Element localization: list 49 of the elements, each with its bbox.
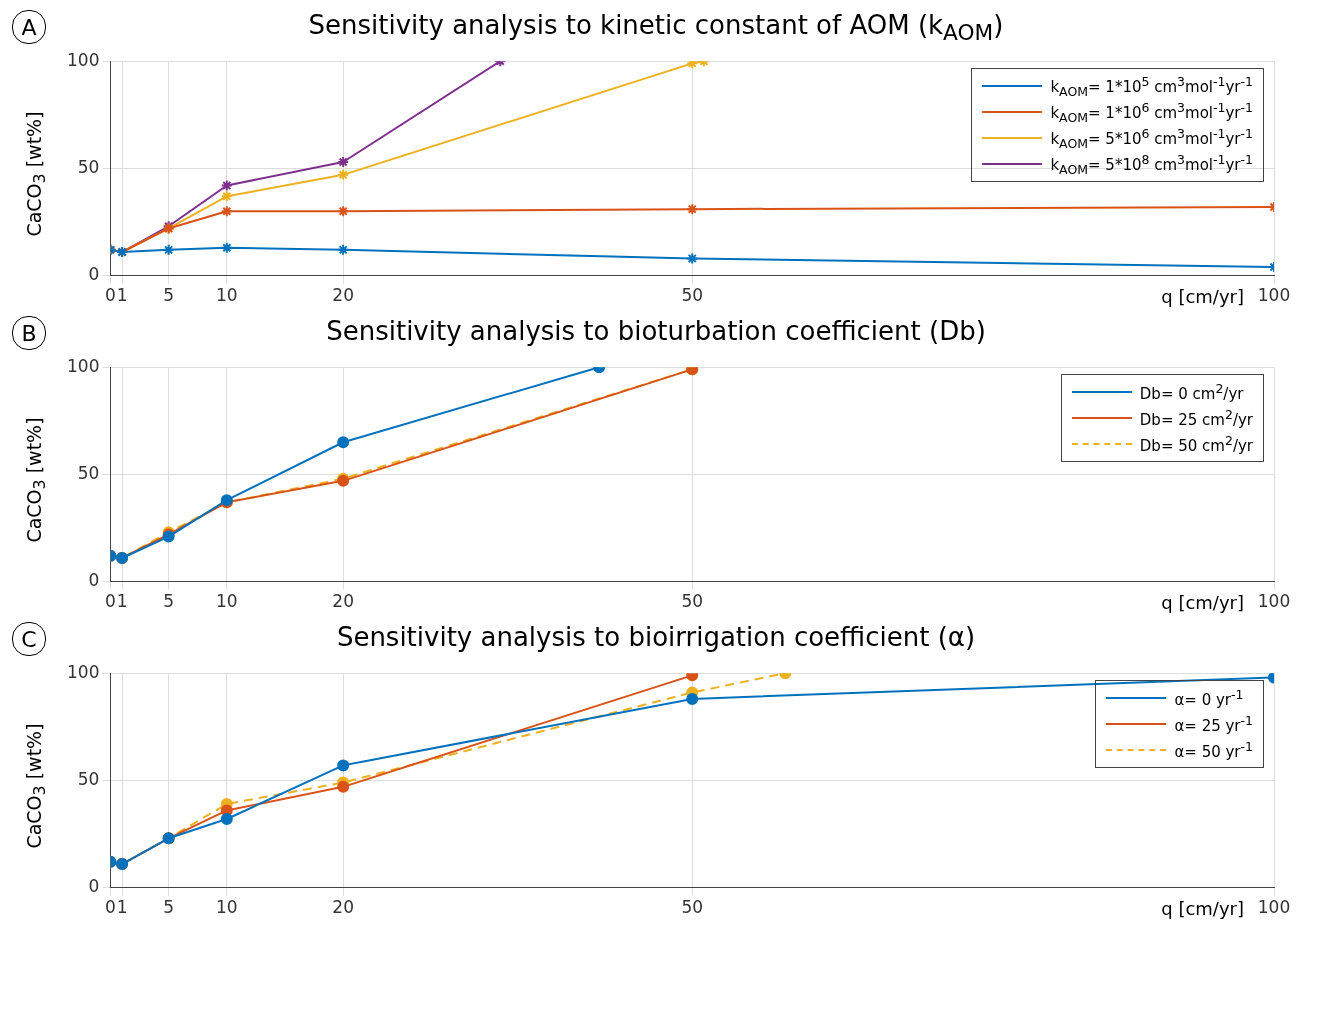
- x-axis-title: q [cm/yr]: [1161, 898, 1244, 919]
- x-tick-label: 50: [681, 897, 704, 918]
- y-tick-label: 0: [88, 264, 100, 285]
- x-tick-label: 0: [105, 591, 116, 612]
- y-tick-label: 50: [77, 462, 100, 483]
- x-axis-title: q [cm/yr]: [1161, 286, 1244, 307]
- legend-label: Db= 50 cm$^{2}$/yr: [1139, 433, 1253, 455]
- y-tick-label: 0: [88, 876, 100, 897]
- x-tick-label: 1: [116, 285, 128, 306]
- legend-label: α= 25 yr$^{-1}$: [1174, 713, 1253, 735]
- text: A: [12, 10, 46, 44]
- x-tick-label: 0: [105, 897, 116, 918]
- text: k$_{AOM}$= 1*10$^{6}$ cm$^{3}$mol$^{-1}$yr$^{-1}$: [1050, 99, 1253, 125]
- legend-label: α= 0 yr$^{-1}$: [1174, 687, 1244, 709]
- x-tick-label: 1: [116, 897, 128, 918]
- y-tick-label: 50: [77, 156, 100, 177]
- y-tick-label: 50: [77, 768, 100, 789]
- y-tick-label: 100: [66, 49, 100, 70]
- x-tick-label: 50: [681, 591, 704, 612]
- legend-label: α= 50 yr$^{-1}$: [1174, 739, 1253, 761]
- x-tick-label: 50: [681, 285, 704, 306]
- x-tick-label: 20: [332, 591, 354, 612]
- legend-label: Db= 25 cm$^{2}$/yr: [1139, 407, 1253, 429]
- y-tick-label: 0: [88, 570, 100, 591]
- text: C: [12, 622, 46, 656]
- x-tick-label: 5: [163, 285, 175, 306]
- x-tick-label: 1: [116, 591, 128, 612]
- x-tick-label: 0: [105, 285, 116, 306]
- y-tick-label: 100: [66, 661, 100, 682]
- x-axis-title: q [cm/yr]: [1161, 592, 1244, 613]
- x-tick-label: 10: [215, 897, 238, 918]
- x-tick-label: 20: [332, 897, 354, 918]
- x-tick-label: 100: [1257, 285, 1291, 306]
- x-tick-label: 10: [215, 591, 238, 612]
- text: B: [12, 316, 46, 350]
- text: k$_{AOM}$= 1*10$^{5}$ cm$^{3}$mol$^{-1}$yr$^{-1}$: [1050, 73, 1253, 99]
- x-tick-label: 100: [1257, 591, 1291, 612]
- chart-title: Sensitivity analysis to bioturbation coefficient (Db): [326, 316, 986, 346]
- x-tick-label: 10: [215, 285, 238, 306]
- x-tick-label: 5: [163, 591, 175, 612]
- chart-title: Sensitivity analysis to bioirrigation coefficient (α): [336, 622, 976, 652]
- text: k$_{AOM}$= 5*10$^{8}$ cm$^{3}$mol$^{-1}$yr$^{-1}$: [1050, 151, 1253, 177]
- x-tick-label: 5: [163, 897, 175, 918]
- y-tick-label: 100: [66, 355, 100, 376]
- chart-title: Sensitivity analysis to kinetic constant of AOM (k$_{AOM}$): [308, 10, 1004, 46]
- legend-label: Db= 0 cm$^{2}$/yr: [1139, 381, 1244, 403]
- x-tick-label: 100: [1257, 897, 1291, 918]
- text: k$_{AOM}$= 5*10$^{6}$ cm$^{3}$mol$^{-1}$yr$^{-1}$: [1050, 125, 1253, 151]
- x-tick-label: 20: [332, 285, 354, 306]
